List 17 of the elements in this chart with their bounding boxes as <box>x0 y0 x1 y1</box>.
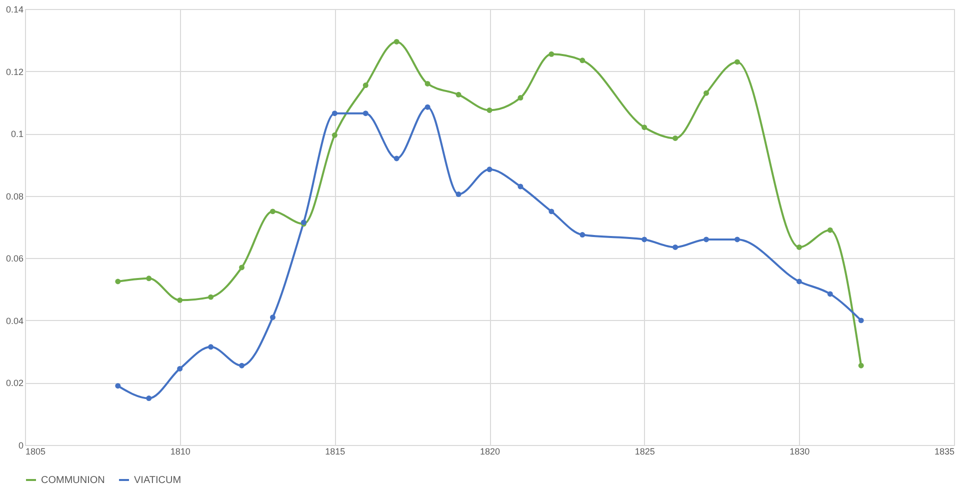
x-tick-label: 1835 <box>934 446 954 456</box>
y-tick-label: 0.08 <box>6 191 24 202</box>
y-tick-label: 0.06 <box>6 254 24 264</box>
x-tick-label: 1805 <box>26 446 46 456</box>
x-tick-label: 1830 <box>790 446 810 456</box>
x-tick-label: 1820 <box>480 446 500 456</box>
legend-label: COMMUNION <box>41 475 105 486</box>
x-tick-label: 1815 <box>325 446 346 456</box>
y-tick-label: 0 <box>18 440 24 450</box>
y-tick-label: 0.14 <box>6 4 24 14</box>
y-tick-label: 0.02 <box>6 378 24 388</box>
legend-label: VIATICUM <box>134 475 182 486</box>
y-tick-label: 0.12 <box>6 66 24 77</box>
y-tick-label: 0.1 <box>10 129 24 140</box>
x-tick-label: 1810 <box>170 446 190 456</box>
y-tick-label: 0.04 <box>6 316 24 326</box>
x-tick-label: 1825 <box>634 446 655 456</box>
